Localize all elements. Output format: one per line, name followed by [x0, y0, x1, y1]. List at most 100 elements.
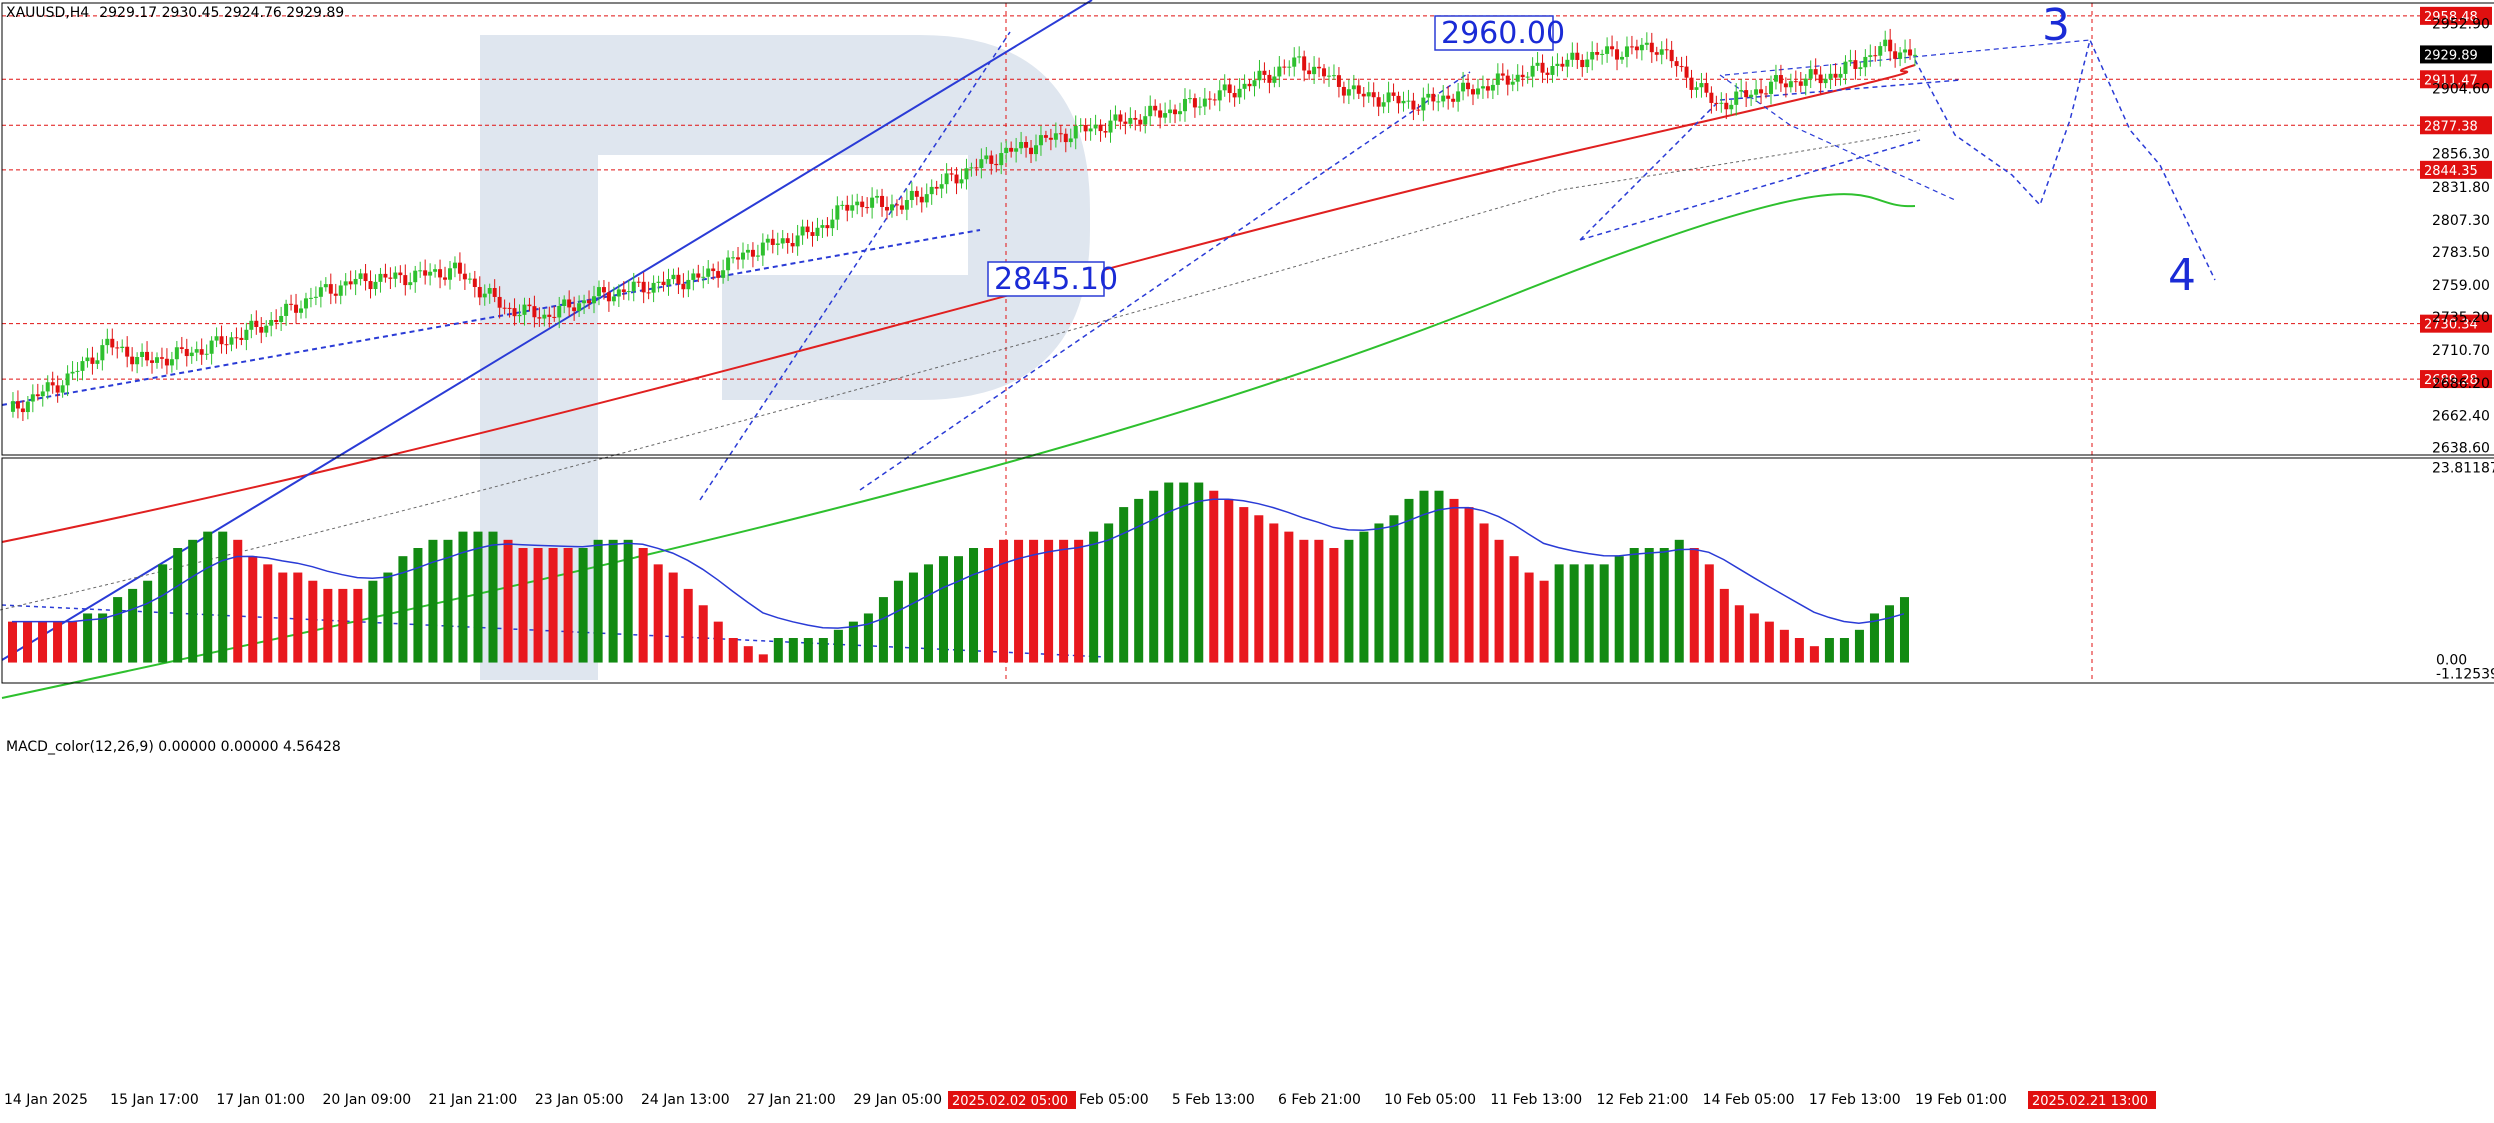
- level-label-1: 2929.89: [2424, 48, 2478, 63]
- candle-body: [1451, 98, 1456, 102]
- candle-body: [1192, 98, 1197, 108]
- candle-body: [1312, 66, 1317, 75]
- candle-body: [35, 394, 40, 397]
- candle-body: [1595, 52, 1600, 55]
- macd-bar: [953, 556, 964, 663]
- candle-body: [1009, 147, 1014, 152]
- candle-body: [894, 204, 899, 206]
- candle-body: [423, 270, 428, 276]
- candle-body: [363, 273, 368, 282]
- candle-body: [1078, 125, 1083, 127]
- macd-bar: [1524, 572, 1534, 663]
- candle-body: [1644, 42, 1649, 45]
- macd-bar: [1479, 523, 1489, 663]
- candle-body: [552, 316, 557, 318]
- macd-bar: [1674, 539, 1684, 663]
- macd-bar: [984, 548, 994, 663]
- macd-bar: [1494, 539, 1504, 663]
- candle-body: [641, 281, 646, 293]
- candle-body: [1893, 51, 1898, 59]
- candle-body: [914, 190, 919, 197]
- price-tick-7: 2735.20: [2432, 310, 2490, 326]
- candle-body: [1118, 114, 1123, 122]
- candle-body: [1480, 86, 1485, 89]
- price-tick-6: 2759.00: [2432, 278, 2490, 294]
- candle-body: [1197, 106, 1202, 108]
- candle-body: [308, 297, 313, 299]
- candle-body: [348, 281, 353, 285]
- candle-body: [90, 357, 95, 364]
- macd-tick-min: -1.12539: [2436, 667, 2494, 683]
- candle-body: [969, 167, 974, 169]
- macd-bar: [683, 588, 693, 663]
- candle-body: [562, 299, 567, 306]
- candle-body: [378, 273, 383, 282]
- candle-body: [537, 317, 542, 319]
- candle-body: [596, 287, 601, 297]
- candle-body: [1163, 113, 1168, 118]
- watermark-shape: [480, 35, 1090, 680]
- candle-body: [1495, 73, 1500, 85]
- candle-body: [50, 382, 55, 386]
- candle-body: [1416, 109, 1421, 111]
- candle-body: [274, 319, 279, 323]
- macd-bar: [1794, 638, 1804, 663]
- candle-body: [229, 337, 234, 345]
- candle-body: [1356, 85, 1361, 94]
- price-tick-3: 2831.80: [2432, 180, 2490, 196]
- candle-body: [1913, 54, 1917, 56]
- candle-body: [159, 357, 164, 359]
- macd-bar: [323, 588, 333, 663]
- macd-bar: [1884, 605, 1894, 663]
- wave-label-4: 4: [2168, 250, 2196, 301]
- candle-body: [989, 155, 994, 164]
- candle-body: [621, 289, 626, 293]
- candle-body: [1908, 49, 1913, 56]
- candle-body: [1411, 100, 1416, 110]
- candle-body: [1376, 97, 1381, 107]
- wave-annotations: 2960.00 2845.10 3 4: [987, 0, 2196, 301]
- candle-body: [1401, 100, 1406, 104]
- level-tag-2: [2420, 70, 2492, 89]
- candle-body: [1510, 81, 1515, 85]
- time-label-3: 20 Jan 09:00: [323, 1092, 412, 1108]
- candle-body: [1103, 131, 1108, 133]
- macd-bar: [8, 621, 18, 663]
- macd-bar: [1374, 523, 1384, 663]
- price-tick-4: 2807.30: [2432, 213, 2490, 229]
- price-tick-8: 2710.70: [2432, 343, 2490, 359]
- candle-body: [860, 201, 865, 208]
- candle-body: [1684, 66, 1689, 78]
- candle-body: [477, 287, 482, 298]
- candle-body: [1629, 46, 1634, 48]
- macd-bar: [848, 621, 858, 663]
- candle-body: [95, 360, 100, 364]
- candle-body: [572, 307, 577, 312]
- candle-body: [1396, 95, 1401, 104]
- macd-bar: [1284, 531, 1294, 663]
- candle-body: [428, 271, 433, 276]
- candle-body: [1461, 82, 1466, 92]
- candle-body: [1158, 110, 1163, 118]
- candle-body: [954, 174, 959, 184]
- macd-signal-line: [12, 498, 1905, 629]
- candle-body: [1873, 55, 1878, 57]
- macd-bar: [218, 531, 228, 663]
- candle-body: [219, 336, 224, 345]
- candle-body: [899, 205, 904, 210]
- candle-body: [1903, 49, 1908, 53]
- candle-body: [696, 273, 701, 278]
- candle-body: [820, 225, 825, 228]
- candle-body: [835, 205, 840, 220]
- candle-body: [1565, 59, 1570, 67]
- price-tick-5: 2783.50: [2432, 245, 2490, 261]
- candle-body: [447, 268, 452, 280]
- candle-body: [328, 284, 333, 294]
- candle-body: [745, 249, 750, 253]
- macd-bar: [488, 531, 498, 663]
- time-label-18: 19 Feb 01:00: [1915, 1092, 2007, 1108]
- candle-body: [631, 281, 636, 292]
- candle-body: [1664, 49, 1669, 51]
